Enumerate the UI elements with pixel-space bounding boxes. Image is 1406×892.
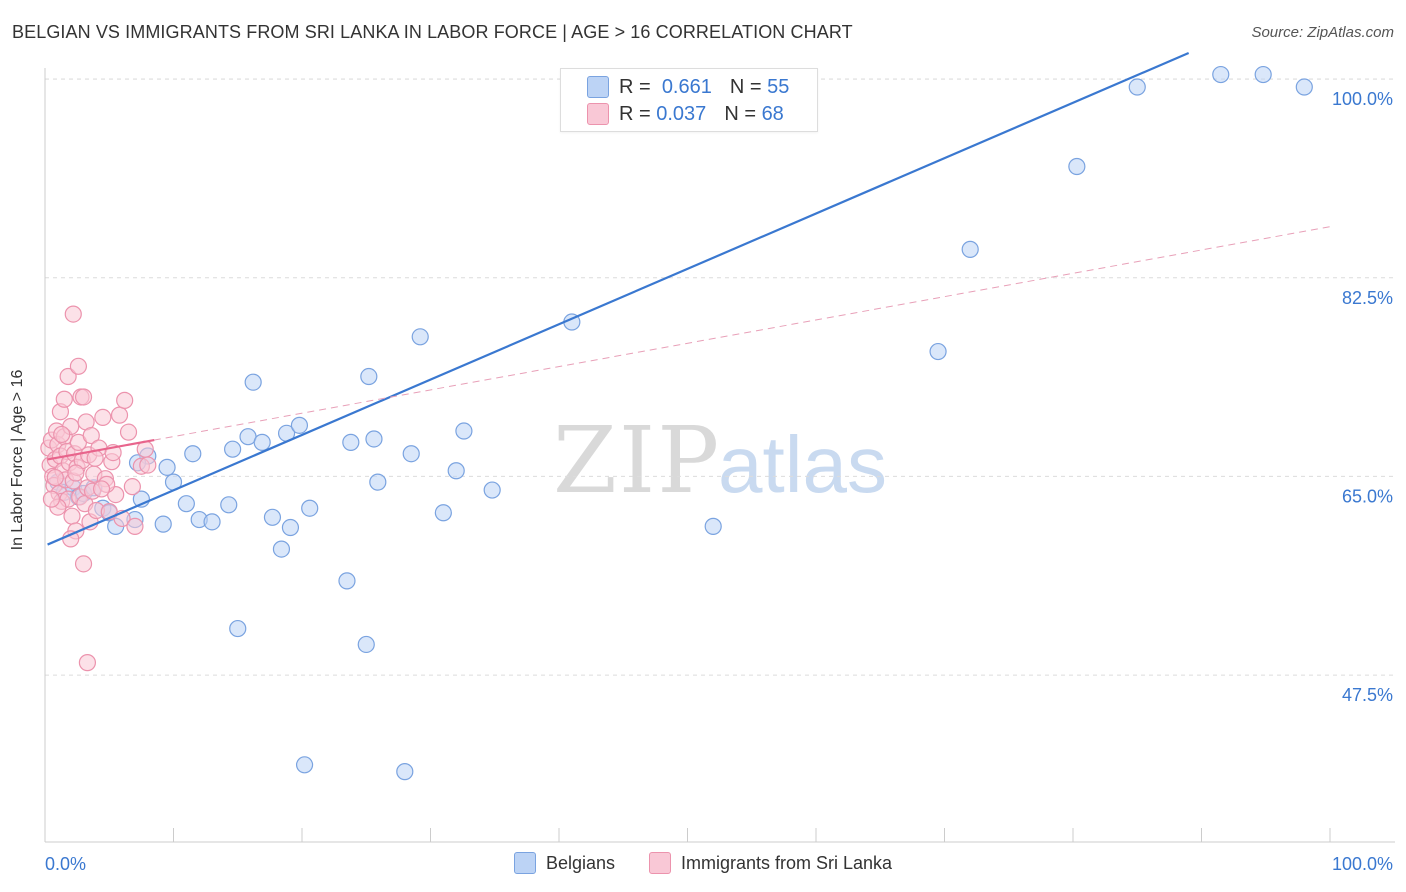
source-label: Source: ZipAtlas.com [1251, 24, 1394, 41]
srilanka-point [94, 408, 112, 426]
belgians-point [402, 445, 420, 463]
belgians-point [203, 513, 221, 531]
watermark-zip: ZIP [553, 407, 721, 514]
belgians-point [253, 433, 271, 451]
y-tick-label: 47.5% [1342, 685, 1393, 705]
srilanka-trendline-dashed [47, 226, 1331, 460]
srilanka-n-value: 68 [761, 102, 784, 125]
belgians-point [365, 430, 383, 448]
belgians-point [1295, 78, 1313, 96]
belgians-swatch [587, 76, 609, 98]
belgians-point [281, 518, 300, 537]
belgians-point [1068, 157, 1086, 176]
stats-row-srilanka: R = 0.037 N = 68 [561, 100, 784, 128]
belgians-point [434, 504, 452, 522]
belgians-point [483, 481, 501, 499]
srilanka-point [110, 406, 129, 424]
x-tick-label-min: 0.0% [45, 854, 86, 874]
belgians-point [224, 440, 242, 458]
stats-legend: R = 0.661 N = 55 R = 0.037 N = 68 [560, 68, 818, 132]
y-tick-label: 65.0% [1342, 486, 1393, 506]
belgians-point [295, 756, 314, 774]
legend-belgians-label: Belgians [545, 852, 615, 873]
belgians-point [177, 495, 195, 513]
belgians-point [1212, 65, 1230, 84]
y-tick-label: 100.0% [1332, 89, 1393, 109]
srilanka-point [92, 480, 111, 498]
srilanka-point [78, 654, 97, 672]
legend-srilanka-label: Immigrants from Sri Lanka [680, 852, 893, 873]
belgians-point [961, 240, 979, 258]
legend-srilanka-swatch [648, 852, 671, 874]
belgians-n-value: 55 [767, 75, 790, 98]
srilanka-n-label: N = [724, 102, 756, 125]
belgians-point [290, 416, 309, 434]
legend-belgians-swatch [513, 852, 536, 874]
belgians-point [447, 462, 465, 480]
legend-item-belgians[interactable]: Belgians [513, 852, 615, 874]
belgians-n-label: N = [729, 75, 762, 98]
x-tick-label-max: 100.0% [1332, 854, 1393, 874]
stats-row-belgians: R = 0.661 N = 55 [561, 73, 789, 101]
belgians-point [1128, 78, 1146, 96]
srilanka-point [55, 390, 73, 408]
belgians-point [704, 517, 722, 535]
srilanka-point [74, 388, 93, 406]
belgians-point [263, 508, 282, 526]
srilanka-trendline-solid [47, 438, 155, 461]
belgians-point [369, 473, 387, 491]
belgians-point [272, 540, 291, 558]
srilanka-point [59, 367, 77, 386]
srilanka-point [53, 425, 71, 444]
y-tick-label: 82.5% [1342, 288, 1393, 308]
legend-item-srilanka[interactable]: Immigrants from Sri Lanka [648, 852, 893, 874]
belgians-point [244, 373, 262, 391]
chart-title: BELGIAN VS IMMIGRANTS FROM SRI LANKA IN … [12, 22, 853, 42]
srilanka-point [46, 468, 64, 487]
watermark-atlas: atlas [718, 420, 887, 509]
srilanka-point [67, 464, 85, 482]
belgians-point [158, 458, 176, 476]
belgians-point [396, 763, 414, 781]
belgians-point [220, 496, 238, 514]
srilanka-point [126, 517, 144, 535]
srilanka-point [69, 357, 88, 375]
srilanka-point [82, 426, 100, 445]
srilanka-point [64, 305, 82, 323]
belgians-point [342, 433, 360, 451]
bottom-legend: Belgians Immigrants from Sri Lanka [0, 852, 1406, 874]
srilanka-swatch [587, 103, 609, 125]
belgians-point [229, 619, 247, 638]
belgians-r-label: R = [619, 75, 651, 98]
srilanka-point [63, 507, 81, 525]
belgians-point [360, 367, 378, 386]
belgians-point [301, 499, 319, 517]
belgians-point [929, 342, 947, 361]
srilanka-point [116, 391, 134, 409]
belgians-point [184, 445, 202, 463]
belgians-point [338, 572, 356, 590]
belgians-point [154, 515, 172, 533]
belgians-r-value: 0.661 [661, 75, 712, 98]
belgians-point [455, 422, 473, 440]
srilanka-point [139, 456, 157, 474]
srilanka-point [119, 423, 138, 441]
srilanka-r-label: R = [619, 102, 651, 125]
belgians-point [1254, 65, 1272, 84]
srilanka-point [123, 478, 141, 496]
srilanka-point [42, 490, 61, 508]
belgians-trendline [47, 51, 1190, 546]
belgians-point [411, 328, 429, 346]
srilanka-point [74, 555, 93, 573]
belgians-point [357, 635, 375, 654]
srilanka-r-value: 0.037 [656, 102, 707, 125]
